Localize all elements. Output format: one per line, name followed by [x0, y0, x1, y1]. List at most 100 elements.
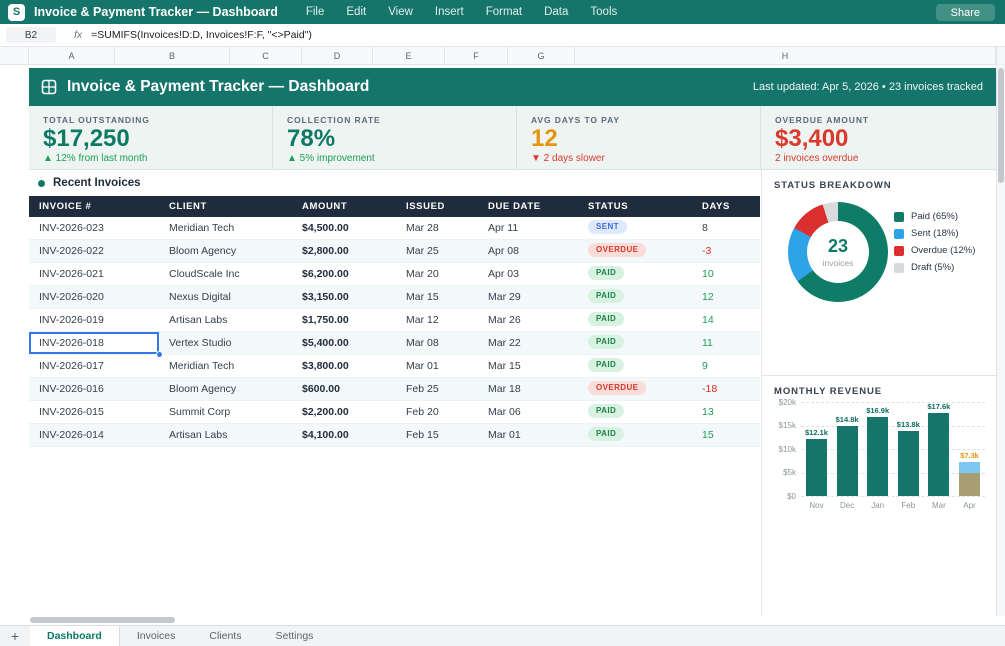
- cell-status[interactable]: PAID: [578, 286, 692, 308]
- app-logo[interactable]: S: [8, 3, 25, 21]
- menu-item-edit[interactable]: Edit: [346, 6, 367, 18]
- cell-issued[interactable]: Feb 15: [406, 429, 439, 441]
- cell-client[interactable]: Artisan Labs: [169, 314, 228, 326]
- select-all-corner[interactable]: [0, 47, 29, 64]
- column-header-E[interactable]: E: [373, 47, 445, 64]
- cell-due-date[interactable]: Mar 18: [488, 383, 521, 395]
- column-header-D[interactable]: D: [302, 47, 373, 64]
- cell-invoice-number[interactable]: INV-2026-019: [39, 314, 104, 326]
- column-header-G[interactable]: G: [508, 47, 575, 64]
- cell-days[interactable]: 13: [702, 406, 714, 418]
- cell-issued[interactable]: Feb 20: [406, 406, 439, 418]
- cell-client[interactable]: Bloom Agency: [169, 245, 237, 257]
- cell-days[interactable]: -18: [702, 383, 718, 395]
- cell-amount[interactable]: $1,750.00: [302, 314, 349, 326]
- cell-amount[interactable]: $5,400.00: [302, 337, 349, 349]
- cell-days[interactable]: 14: [702, 314, 714, 326]
- cell-status[interactable]: OVERDUE: [578, 240, 692, 262]
- cell-status[interactable]: OVERDUE: [578, 378, 692, 400]
- cell-client[interactable]: Meridian Tech: [169, 222, 235, 234]
- tab-settings[interactable]: Settings: [275, 630, 314, 642]
- cell-invoice-number[interactable]: INV-2026-020: [39, 291, 104, 303]
- kpi-card-2[interactable]: COLLECTION RATE 78% ▲ 5% improvement: [273, 106, 517, 169]
- cell-amount[interactable]: $3,800.00: [302, 360, 349, 372]
- cell-issued[interactable]: Mar 20: [406, 268, 439, 280]
- cell-status[interactable]: PAID: [578, 263, 692, 285]
- cell-issued[interactable]: Mar 15: [406, 291, 439, 303]
- cell-client[interactable]: Artisan Labs: [169, 429, 228, 441]
- cell-invoice-number[interactable]: INV-2026-014: [39, 429, 104, 441]
- cell-status[interactable]: SENT: [578, 217, 692, 239]
- cell-status[interactable]: PAID: [578, 424, 692, 446]
- share-button[interactable]: Share: [935, 4, 995, 21]
- cell-amount[interactable]: $2,800.00: [302, 245, 349, 257]
- table-header-cell[interactable]: STATUS: [588, 201, 629, 212]
- cell-invoice-number[interactable]: INV-2026-022: [39, 245, 104, 257]
- cell-status[interactable]: PAID: [578, 355, 692, 377]
- table-header-cell[interactable]: CLIENT: [169, 201, 207, 212]
- cell-due-date[interactable]: Mar 29: [488, 291, 521, 303]
- cell-name-box[interactable]: B2: [6, 27, 56, 43]
- cell-days[interactable]: 10: [702, 268, 714, 280]
- add-sheet-button[interactable]: +: [10, 628, 20, 644]
- cell-invoice-number[interactable]: INV-2026-015: [39, 406, 104, 418]
- cell-days[interactable]: 15: [702, 429, 714, 441]
- cell-invoice-number[interactable]: INV-2026-021: [39, 268, 104, 280]
- cell-issued[interactable]: Mar 12: [406, 314, 439, 326]
- cell-due-date[interactable]: Mar 15: [488, 360, 521, 372]
- cell-status[interactable]: PAID: [578, 401, 692, 423]
- horizontal-scrollbar-thumb[interactable]: [30, 617, 175, 623]
- cell-amount[interactable]: $4,100.00: [302, 429, 349, 441]
- cell-client[interactable]: Meridian Tech: [169, 360, 235, 372]
- menu-item-file[interactable]: File: [305, 6, 325, 18]
- cell-due-date[interactable]: Apr 08: [488, 245, 519, 257]
- column-header-C[interactable]: C: [230, 47, 302, 64]
- cell-issued[interactable]: Mar 25: [406, 245, 439, 257]
- cell-due-date[interactable]: Mar 22: [488, 337, 521, 349]
- table-header-cell[interactable]: INVOICE #: [39, 201, 92, 212]
- kpi-card-1[interactable]: TOTAL OUTSTANDING $17,250 ▲ 12% from last …: [29, 106, 273, 169]
- cell-invoice-number[interactable]: INV-2026-018: [29, 332, 163, 358]
- cell-due-date[interactable]: Mar 06: [488, 406, 521, 418]
- menu-item-tools[interactable]: Tools: [590, 6, 618, 18]
- tab-invoices[interactable]: Invoices: [136, 630, 176, 642]
- cell-amount[interactable]: $6,200.00: [302, 268, 349, 280]
- cell-days[interactable]: 11: [702, 337, 713, 349]
- cell-due-date[interactable]: Apr 11: [488, 222, 519, 234]
- table-header-cell[interactable]: AMOUNT: [302, 201, 348, 212]
- cell-client[interactable]: Bloom Agency: [169, 383, 237, 395]
- cell-amount[interactable]: $2,200.00: [302, 406, 349, 418]
- cell-issued[interactable]: Mar 08: [406, 337, 439, 349]
- cell-amount[interactable]: $3,150.00: [302, 291, 349, 303]
- tab-clients[interactable]: Clients: [209, 630, 242, 642]
- cell-client[interactable]: CloudScale Inc: [169, 268, 240, 280]
- menu-item-view[interactable]: View: [388, 6, 413, 18]
- cell-invoice-number[interactable]: INV-2026-023: [39, 222, 104, 234]
- cell-due-date[interactable]: Mar 26: [488, 314, 521, 326]
- cell-amount[interactable]: $4,500.00: [302, 222, 349, 234]
- cell-due-date[interactable]: Mar 01: [488, 429, 521, 441]
- tab-dashboard[interactable]: Dashboard: [30, 626, 120, 646]
- cell-issued[interactable]: Mar 28: [406, 222, 439, 234]
- table-header-cell[interactable]: DUE DATE: [488, 201, 541, 212]
- menu-item-format[interactable]: Format: [485, 6, 523, 18]
- column-header-B[interactable]: B: [115, 47, 230, 64]
- cell-due-date[interactable]: Apr 03: [488, 268, 519, 280]
- selection-handle[interactable]: [156, 351, 163, 358]
- column-header-A[interactable]: A: [29, 47, 115, 64]
- column-header-H[interactable]: H: [575, 47, 996, 64]
- cell-status[interactable]: PAID: [578, 332, 692, 354]
- cell-status[interactable]: PAID: [578, 309, 692, 331]
- cell-invoice-number[interactable]: INV-2026-017: [39, 360, 104, 372]
- cell-client[interactable]: Vertex Studio: [169, 337, 232, 349]
- menu-item-insert[interactable]: Insert: [434, 6, 464, 18]
- cell-issued[interactable]: Mar 01: [406, 360, 439, 372]
- cell-days[interactable]: -3: [702, 245, 712, 257]
- kpi-card-3[interactable]: AVG DAYS TO PAY 12 ▼ 2 days slower: [517, 106, 761, 169]
- cell-days[interactable]: 12: [702, 291, 714, 303]
- column-header-F[interactable]: F: [445, 47, 508, 64]
- cell-client[interactable]: Nexus Digital: [169, 291, 231, 303]
- cell-client[interactable]: Summit Corp: [169, 406, 231, 418]
- cell-amount[interactable]: $600.00: [302, 383, 340, 395]
- cell-issued[interactable]: Feb 25: [406, 383, 439, 395]
